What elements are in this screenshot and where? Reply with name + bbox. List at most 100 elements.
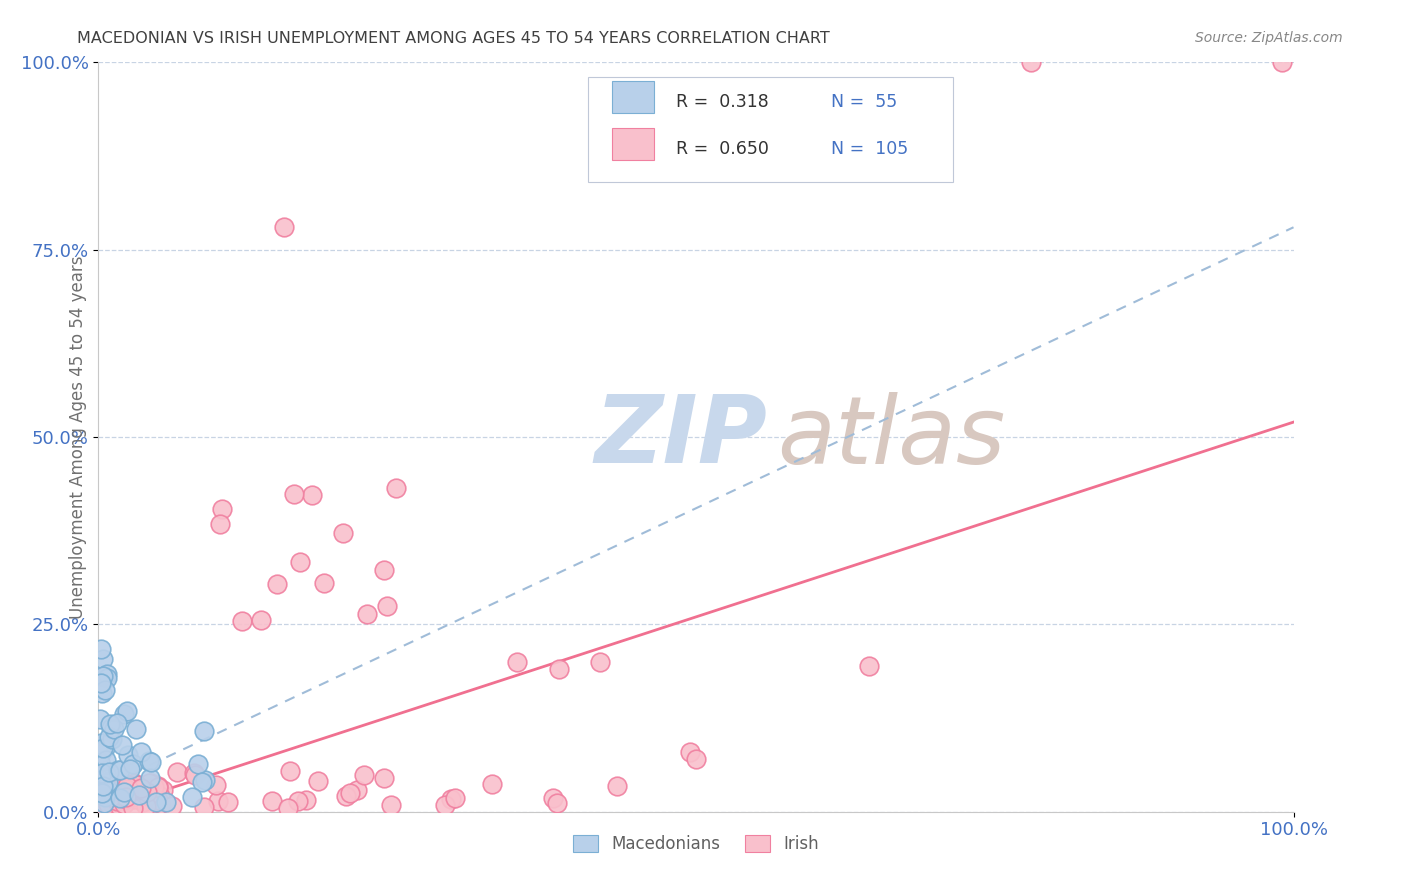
Point	[180, 789, 202, 804]
Point	[108, 800, 131, 814]
Point	[332, 526, 354, 541]
Point	[120, 789, 142, 803]
Point	[385, 481, 408, 495]
Point	[679, 745, 702, 759]
Point	[91, 669, 114, 683]
Point	[375, 599, 398, 614]
Point	[141, 775, 163, 789]
Point	[112, 706, 135, 721]
Point	[131, 782, 153, 797]
Point	[96, 666, 118, 681]
Point	[131, 745, 153, 759]
Point	[118, 789, 141, 803]
Point	[125, 778, 148, 792]
Point	[353, 767, 375, 781]
Point	[128, 789, 150, 803]
Point	[93, 741, 115, 756]
Point	[91, 686, 114, 700]
Point	[89, 712, 111, 726]
Point	[94, 753, 117, 767]
Text: ZIP: ZIP	[595, 391, 768, 483]
Point	[97, 775, 120, 789]
Point	[250, 613, 273, 627]
Point	[105, 716, 128, 731]
Point	[112, 797, 135, 811]
Point	[312, 575, 335, 590]
Point	[136, 785, 159, 799]
Point	[136, 789, 159, 804]
Point	[90, 781, 112, 796]
Point	[283, 486, 305, 500]
Point	[146, 780, 169, 794]
Point	[93, 779, 115, 793]
Point	[294, 793, 316, 807]
Point	[166, 764, 188, 779]
Point	[145, 795, 167, 809]
Point	[117, 782, 139, 797]
Point	[90, 642, 112, 657]
Point	[287, 794, 309, 808]
Point	[112, 780, 135, 795]
Point	[118, 783, 141, 797]
Point	[589, 655, 612, 669]
Point	[262, 794, 284, 808]
Point	[111, 739, 134, 753]
Point	[132, 795, 155, 809]
Point	[103, 797, 125, 812]
Point	[90, 676, 112, 690]
Point	[112, 776, 135, 790]
Point	[103, 792, 125, 806]
Point	[108, 790, 131, 805]
Point	[135, 787, 157, 801]
Point	[122, 756, 145, 771]
FancyBboxPatch shape	[589, 78, 953, 182]
Point	[301, 487, 323, 501]
Point	[93, 799, 115, 814]
Text: N =  55: N = 55	[831, 93, 897, 112]
Point	[91, 652, 114, 666]
Point	[101, 787, 124, 801]
Point	[152, 782, 174, 797]
Point	[339, 786, 361, 800]
Text: Source: ZipAtlas.com: Source: ZipAtlas.com	[1195, 31, 1343, 45]
Point	[117, 747, 139, 762]
Point	[273, 220, 295, 235]
Point	[443, 791, 465, 805]
Point	[97, 783, 120, 797]
Point	[97, 764, 120, 779]
Point	[541, 791, 564, 805]
Point	[187, 757, 209, 772]
Point	[207, 794, 229, 808]
Point	[100, 789, 122, 804]
Text: atlas: atlas	[778, 392, 1005, 483]
Point	[117, 704, 139, 718]
Point	[124, 792, 146, 806]
Point	[91, 786, 114, 800]
Point	[138, 776, 160, 790]
Point	[91, 740, 114, 755]
Point	[107, 794, 129, 808]
Point	[1019, 55, 1042, 70]
Point	[90, 675, 112, 690]
Point	[193, 723, 215, 738]
Point	[110, 763, 132, 777]
Point	[184, 767, 207, 781]
Point	[142, 780, 165, 794]
Point	[547, 662, 569, 676]
Point	[155, 795, 177, 809]
Point	[118, 762, 141, 776]
Point	[121, 785, 143, 799]
Point	[98, 731, 121, 745]
Point	[135, 799, 157, 814]
Point	[115, 789, 138, 804]
Point	[115, 780, 138, 794]
Point	[606, 779, 628, 793]
Point	[205, 778, 228, 792]
Point	[183, 766, 205, 780]
Point	[266, 576, 288, 591]
Point	[89, 755, 111, 769]
Point	[91, 766, 114, 780]
Point	[93, 790, 115, 805]
Point	[356, 607, 378, 621]
Point	[107, 789, 129, 803]
